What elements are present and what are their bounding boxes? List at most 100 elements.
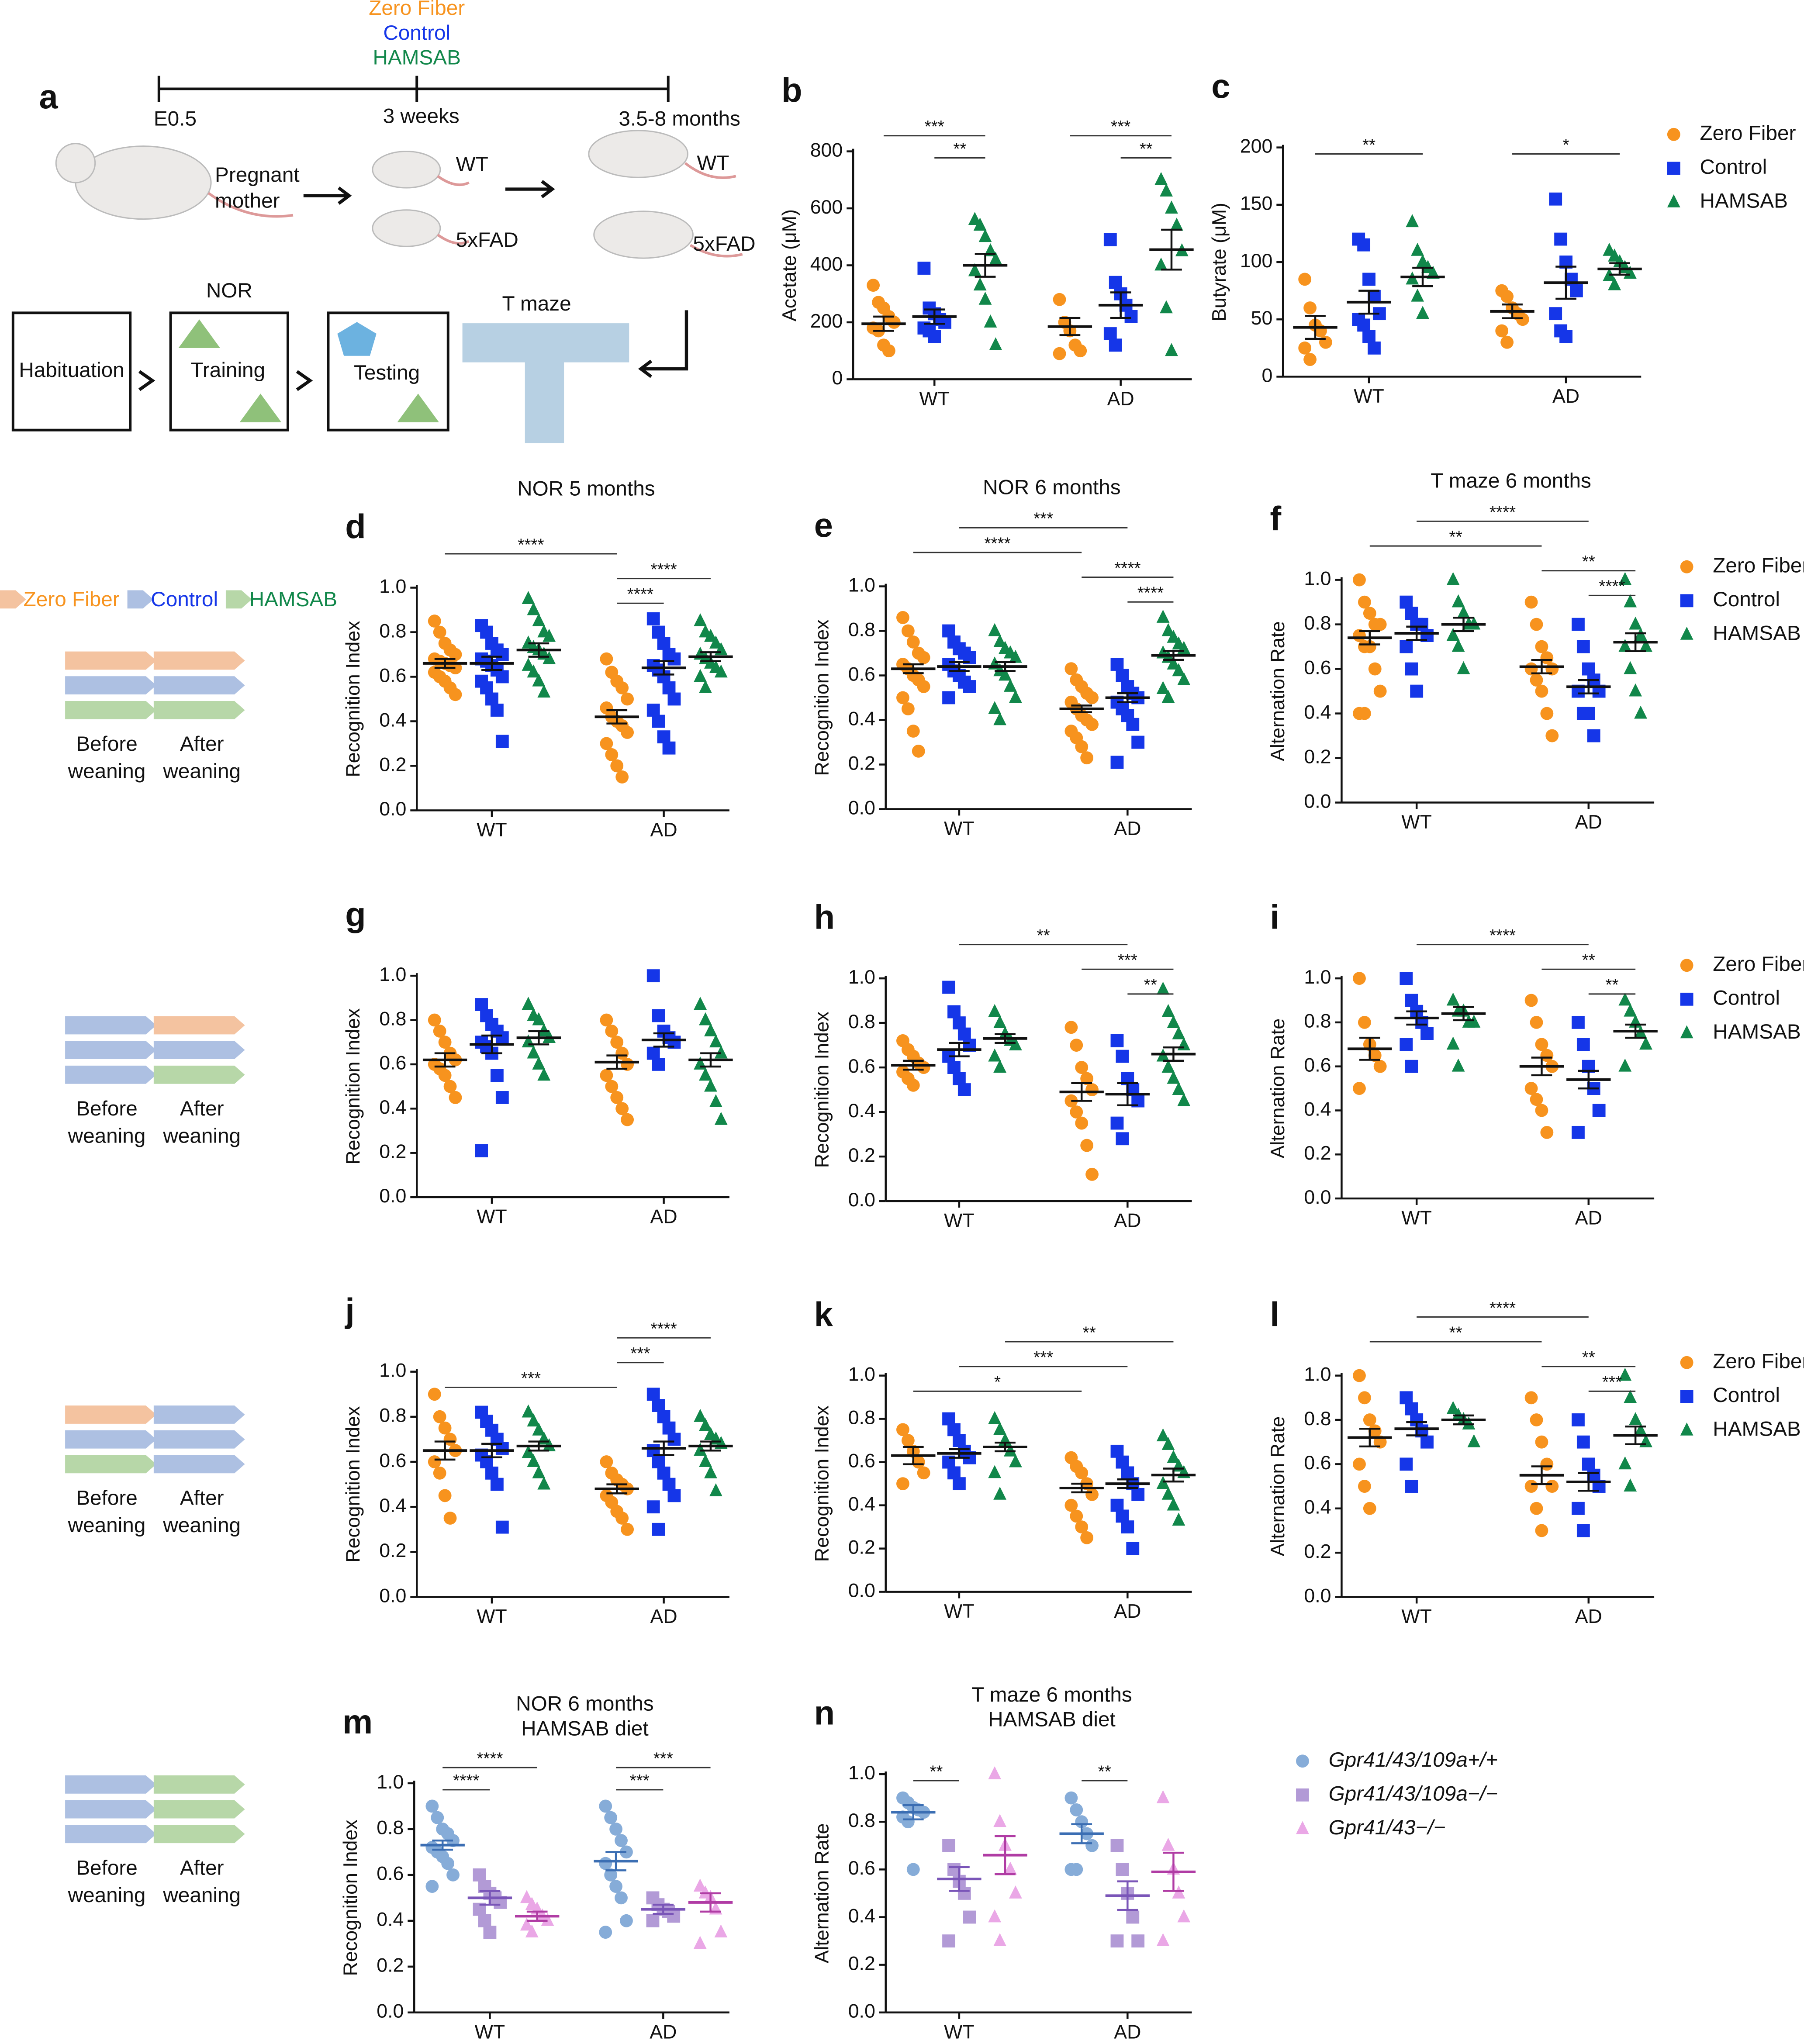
data-point — [1177, 672, 1191, 685]
chart-subtitle: HAMSAB diet — [521, 1717, 649, 1740]
data-point — [1405, 662, 1418, 676]
data-point — [1680, 1356, 1693, 1369]
data-point — [1075, 1520, 1089, 1534]
data-point — [993, 1060, 1007, 1073]
y-tick-label: 1.0 — [848, 1762, 875, 1784]
diet-label: Control — [383, 21, 450, 45]
data-point — [1446, 572, 1460, 585]
y-tick-label: 0.8 — [379, 620, 406, 642]
data-point — [605, 1024, 619, 1038]
data-point — [1109, 276, 1122, 289]
data-point — [1156, 1790, 1170, 1803]
y-tick-label: 0.6 — [1304, 1452, 1331, 1474]
data-point — [999, 1026, 1012, 1039]
data-point — [1358, 595, 1371, 609]
y-tick-label: 400 — [810, 253, 843, 275]
data-point — [1160, 183, 1173, 197]
y-tick-label: 0.6 — [377, 1863, 404, 1885]
data-point — [1634, 1423, 1647, 1436]
data-point — [1358, 1015, 1371, 1029]
significance-label: ** — [1083, 1323, 1096, 1342]
y-tick-label: 0.6 — [379, 1450, 406, 1471]
data-point — [882, 344, 895, 358]
data-point — [1303, 353, 1317, 366]
data-point — [652, 1455, 665, 1468]
data-point — [1167, 1070, 1180, 1084]
data-point — [1618, 572, 1632, 585]
data-point — [1405, 607, 1418, 620]
data-point — [1353, 1369, 1366, 1382]
data-point — [1680, 1025, 1693, 1039]
data-point — [1446, 1401, 1460, 1414]
data-point — [433, 1024, 446, 1038]
data-point — [1009, 690, 1022, 703]
significance-label: **** — [984, 534, 1010, 553]
panel-letter: g — [345, 896, 366, 933]
diet-arrow — [65, 1065, 156, 1084]
data-point — [1680, 992, 1693, 1006]
y-tick-label: 0.4 — [377, 1909, 404, 1930]
data-point — [1530, 1093, 1543, 1106]
data-point — [694, 1057, 707, 1070]
data-point — [1165, 343, 1178, 356]
data-point — [1161, 1004, 1175, 1017]
data-point — [609, 1823, 623, 1836]
data-point — [438, 1036, 452, 1049]
diet-arrow — [153, 651, 245, 670]
chart-title: T maze 6 months — [971, 1683, 1132, 1706]
data-point — [620, 1845, 633, 1859]
x-tick-label: WT — [944, 818, 975, 839]
timing-label: weaning — [162, 1514, 241, 1537]
data-point — [1172, 1885, 1185, 1899]
data-point — [1298, 273, 1312, 286]
y-tick-label: 0.4 — [379, 1495, 406, 1516]
data-point — [978, 229, 992, 242]
data-point — [1110, 1934, 1124, 1947]
significance-label: * — [994, 1373, 1001, 1392]
timing-label: weaning — [68, 760, 146, 783]
data-point — [1070, 1509, 1083, 1523]
y-axis-label: Recognition Index — [811, 619, 833, 776]
data-point — [1363, 607, 1376, 620]
data-point — [527, 1413, 540, 1427]
x-tick-label: WT — [477, 1206, 507, 1228]
data-point — [1639, 639, 1652, 652]
data-point — [1629, 616, 1642, 630]
diet-arrow — [153, 1800, 245, 1819]
y-tick-label: 0.8 — [848, 1407, 875, 1428]
panel-letter: i — [1270, 898, 1279, 936]
data-point — [1524, 1391, 1538, 1405]
significance-label: *** — [653, 1750, 673, 1768]
data-point — [475, 1144, 488, 1157]
panel-letter: f — [1270, 500, 1281, 538]
data-point — [646, 1500, 660, 1514]
x-tick-label: WT — [1354, 386, 1384, 407]
y-tick-label: 0.8 — [377, 1817, 404, 1839]
y-tick-label: 0.8 — [1304, 1408, 1331, 1429]
diet-arrow — [153, 676, 245, 695]
data-point — [704, 1465, 717, 1478]
x-tick-label: WT — [477, 1606, 507, 1627]
data-point — [1358, 707, 1371, 720]
arrows — [138, 180, 688, 391]
data-point — [495, 1520, 509, 1534]
x-tick-label: WT — [1401, 1606, 1432, 1627]
y-axis-label: Recognition Index — [340, 1820, 361, 1976]
data-point — [1353, 1082, 1366, 1095]
data-point — [1680, 626, 1693, 640]
data-point — [957, 1027, 971, 1041]
diet-label: HAMSAB — [373, 46, 460, 69]
data-point — [1131, 1488, 1145, 1501]
diet-arrow — [153, 1455, 245, 1474]
data-point — [652, 1523, 665, 1536]
mother-label: Pregnant — [215, 163, 300, 186]
data-point — [1004, 1861, 1017, 1875]
y-tick-label: 0.2 — [1304, 1541, 1331, 1562]
diet-arrow — [65, 1455, 156, 1474]
y-tick-label: 0.8 — [1304, 1011, 1331, 1032]
y-tick-label: 1.0 — [848, 967, 875, 988]
data-point — [541, 1913, 554, 1926]
data-point — [1451, 1058, 1465, 1072]
data-point — [988, 701, 1002, 714]
y-tick-label: 150 — [1240, 193, 1273, 214]
